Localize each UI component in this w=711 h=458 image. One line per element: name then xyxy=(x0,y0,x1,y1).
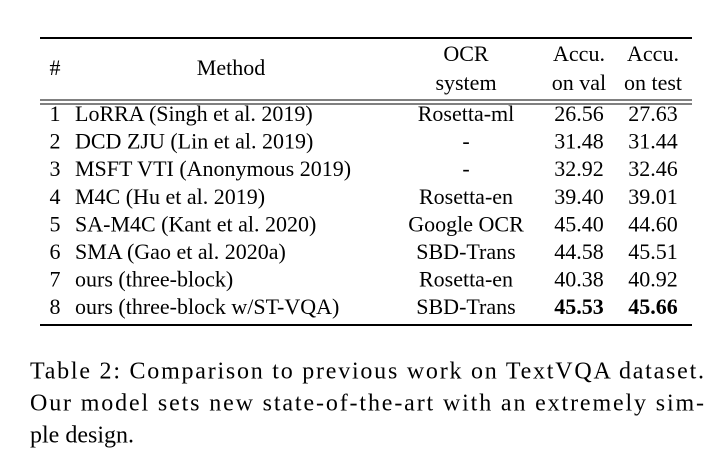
table-cell: Rosetta-ml xyxy=(418,101,515,126)
table-cell: SA-M4C (Kant et al. 2020) xyxy=(75,211,316,236)
table-cell: SMA (Gao et al. 2020a) xyxy=(75,239,286,264)
caption-line: ple design. xyxy=(30,423,134,449)
table-cell: 32.92 xyxy=(554,156,604,181)
table-cell: DCD ZJU (Lin et al. 2019) xyxy=(75,129,313,154)
table-cell: 5 xyxy=(50,211,61,236)
table-cell: Rosetta-en xyxy=(419,184,513,209)
header-cell: OCR xyxy=(443,41,489,66)
table-cell: - xyxy=(462,129,469,154)
table-cell: 44.60 xyxy=(628,211,678,236)
header-cell: on val xyxy=(552,70,606,95)
table-cell: 8 xyxy=(50,294,61,319)
table-cell: Google OCR xyxy=(408,211,524,236)
table-cell: 7 xyxy=(50,267,61,292)
header-cell: Method xyxy=(197,55,265,80)
caption-line: Our model sets new state-of-the-art with… xyxy=(30,391,704,417)
table-cell: 39.40 xyxy=(554,184,604,209)
table-cell: 45.53 xyxy=(554,294,604,319)
table-cell: 3 xyxy=(50,156,61,181)
table-cell: 45.66 xyxy=(628,294,678,319)
table-cell: 39.01 xyxy=(628,184,678,209)
table-cell: 31.44 xyxy=(628,129,678,154)
header-cell: on test xyxy=(624,70,682,95)
table-cell: 44.58 xyxy=(554,239,604,264)
table-cell: SBD-Trans xyxy=(416,294,515,319)
table-cell: Rosetta-en xyxy=(419,267,513,292)
header-cell: Accu. xyxy=(553,41,605,66)
table-cell: 4 xyxy=(50,184,61,209)
table-cell: 45.40 xyxy=(554,211,604,236)
table-cell: MSFT VTI (Anonymous 2019) xyxy=(75,156,351,181)
caption-line: Table 2: Comparison to previous work on … xyxy=(30,359,704,385)
table-cell: 1 xyxy=(50,101,61,126)
table-cell: 2 xyxy=(50,129,61,154)
table-cell: 40.92 xyxy=(628,267,678,292)
table-cell: 31.48 xyxy=(554,129,604,154)
table-cell: - xyxy=(462,156,469,181)
header-cell: Accu. xyxy=(627,41,679,66)
table-cell: 6 xyxy=(50,239,61,264)
table-cell: SBD-Trans xyxy=(416,239,515,264)
table-cell: 40.38 xyxy=(554,267,604,292)
table-cell: ours (three-block) xyxy=(75,267,233,292)
table-cell: 27.63 xyxy=(628,101,678,126)
header-cell: # xyxy=(50,55,61,80)
table-cell: 45.51 xyxy=(628,239,678,264)
table-cell: ours (three-block w/ST-VQA) xyxy=(75,294,339,319)
header-cell: system xyxy=(435,70,496,95)
table-cell: M4C (Hu et al. 2019) xyxy=(75,184,265,209)
table-cell: LoRRA (Singh et al. 2019) xyxy=(75,101,313,126)
table-cell: 26.56 xyxy=(554,101,604,126)
table-cell: 32.46 xyxy=(628,156,678,181)
